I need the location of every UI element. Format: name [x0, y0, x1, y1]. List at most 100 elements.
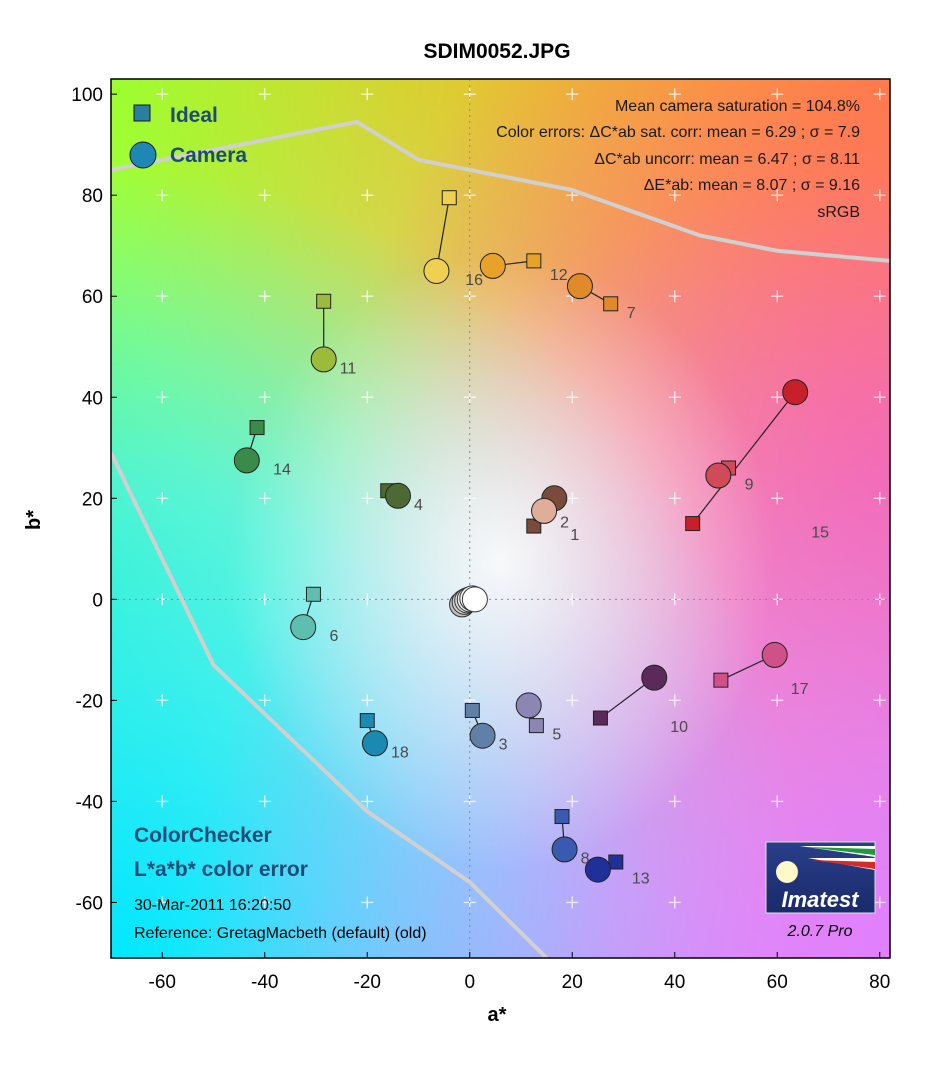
grid-cross	[258, 492, 271, 505]
legend-camera-label: Camera	[170, 144, 247, 167]
camera-marker-3	[469, 722, 496, 749]
legend: Ideal Camera	[129, 104, 247, 169]
x-tick-label: -20	[354, 972, 381, 993]
grid-cross	[258, 290, 271, 303]
colorchecker-title: ColorChecker	[134, 824, 272, 847]
camera-marker-18	[361, 730, 388, 757]
grid-cross	[668, 391, 681, 404]
axis-ticks: -60 -40 -20 0 20 40 60 80 100 80 60 40 20 0 -20 -40 -60	[71, 85, 890, 993]
patch-label-3: 3	[499, 737, 508, 754]
grid-cross	[771, 88, 784, 101]
x-tick-label: 0	[464, 972, 475, 993]
grid-cross	[873, 896, 886, 909]
grid-cross	[771, 290, 784, 303]
patch-label-10: 10	[670, 719, 688, 736]
colorchecker-date: 30-Mar-2011 16:20:50	[134, 897, 291, 914]
grid-cross	[668, 189, 681, 202]
ideal-marker-8	[554, 809, 570, 825]
patch-label-12: 12	[550, 267, 568, 284]
patch-label-6: 6	[329, 628, 338, 645]
stat-mean-saturation: Mean camera saturation = 104.8%	[615, 98, 860, 115]
grid-cross	[361, 896, 374, 909]
camera-marker-8	[551, 836, 578, 863]
grid-cross	[668, 694, 681, 707]
patch-label-16: 16	[465, 272, 483, 289]
x-tick-label: 60	[767, 972, 788, 993]
grid-cross	[361, 795, 374, 808]
camera-marker-11	[310, 346, 337, 373]
grid-cross	[873, 795, 886, 808]
ideal-marker-17	[713, 672, 729, 688]
y-tick-label: -20	[76, 691, 103, 712]
imatest-sun-icon	[776, 861, 798, 883]
neutral-camera-marker-6	[461, 586, 488, 613]
ideal-marker-13	[608, 854, 624, 870]
grid-cross	[668, 896, 681, 909]
colorchecker-subtitle: L*a*b* color error	[134, 858, 308, 881]
grid-cross	[566, 694, 579, 707]
camera-marker-2	[531, 497, 558, 524]
grid-cross	[873, 391, 886, 404]
ideal-marker-6	[305, 586, 321, 602]
grid-cross	[566, 492, 579, 505]
y-tick-label: -60	[76, 893, 103, 914]
grid-cross	[873, 290, 886, 303]
grid-cross	[361, 189, 374, 202]
grid-cross	[361, 290, 374, 303]
grid-cross	[156, 694, 169, 707]
grid-cross	[566, 795, 579, 808]
grid-cross	[156, 88, 169, 101]
error-stats: Mean camera saturation = 104.8% Color er…	[496, 98, 860, 221]
grid-cross	[258, 88, 271, 101]
colorchecker-info: ColorChecker L*a*b* color error 30-Mar-2…	[134, 824, 427, 942]
grid-cross	[771, 391, 784, 404]
grid-cross	[156, 795, 169, 808]
patch-label-18: 18	[391, 744, 409, 761]
gamut-boundary-line-2	[111, 451, 549, 958]
ideal-marker-16	[441, 190, 457, 206]
grid-cross	[361, 694, 374, 707]
y-tick-label: 60	[82, 287, 103, 308]
patch-label-13: 13	[632, 871, 650, 888]
grid-cross	[873, 88, 886, 101]
grid-cross	[668, 290, 681, 303]
zero-axes	[111, 79, 890, 958]
ideal-marker-10	[592, 710, 608, 726]
grid-cross	[258, 391, 271, 404]
patch-label-17: 17	[791, 681, 809, 698]
x-tick-label: -40	[251, 972, 278, 993]
legend-ideal-marker	[133, 104, 151, 122]
camera-marker-12	[479, 252, 506, 279]
camera-marker-16	[423, 257, 450, 284]
gamut-boundary-line-1	[111, 119, 890, 263]
camera-marker-17	[761, 641, 788, 668]
grid-cross	[258, 189, 271, 202]
grid-cross	[258, 795, 271, 808]
imatest-logo: Imatest 2.0.7 Pro	[765, 841, 876, 940]
grid-cross	[771, 189, 784, 202]
y-axis-label: b*	[23, 510, 45, 530]
grid-cross	[873, 694, 886, 707]
patch-label-5: 5	[552, 727, 561, 744]
grid-cross	[566, 896, 579, 909]
grid-cross	[156, 391, 169, 404]
legend-camera-marker	[129, 141, 157, 169]
grid-cross	[668, 88, 681, 101]
x-tick-label: 40	[664, 972, 685, 993]
plot-background	[111, 79, 890, 958]
y-tick-label: 80	[82, 186, 103, 207]
patch-label-7: 7	[627, 305, 636, 322]
x-tick-label: 20	[562, 972, 583, 993]
x-tick-label: 80	[869, 972, 890, 993]
ideal-marker-15	[685, 516, 701, 532]
grid-cross	[668, 795, 681, 808]
grid-cross	[668, 492, 681, 505]
ideal-marker-1	[526, 518, 542, 534]
y-tick-label: 0	[92, 590, 103, 611]
patch-label-14: 14	[273, 461, 291, 478]
grid-cross	[156, 896, 169, 909]
stat-sat-corr: Color errors: ΔC*ab sat. corr: mean = 6.…	[496, 124, 860, 141]
ideal-marker-12	[526, 253, 542, 269]
